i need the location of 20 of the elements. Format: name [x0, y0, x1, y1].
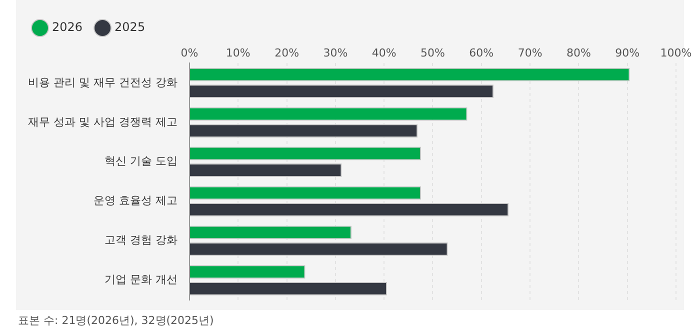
text: 표본 수: 21명(2026년), 32명(2025년) — [18, 313, 214, 328]
y-tick-label: 혁신 기술 도입 — [104, 154, 178, 168]
y-tick-label: 운영 효율성 제고 — [93, 194, 178, 208]
x-tick-label: 60% — [469, 46, 494, 60]
x-tick-label: 10% — [226, 46, 250, 60]
x-tick-label: 20% — [274, 46, 300, 60]
x-tick-label: 40% — [372, 46, 396, 60]
x-tick-label: 70% — [518, 46, 542, 60]
x-tick-label: 80% — [566, 46, 591, 60]
x-tick-label: 0% — [180, 46, 198, 60]
x-tick-label: 30% — [323, 46, 348, 60]
legend-label: 2026 — [52, 20, 83, 34]
x-tick-label: 100% — [660, 46, 692, 60]
y-tick-label: 고객 경험 강화 — [104, 234, 178, 247]
y-tick-label: 기업 문화 개선 — [104, 273, 178, 286]
x-tick-label: 50% — [420, 46, 445, 60]
legend-label: 2025 — [114, 20, 146, 34]
x-tick-label: 90% — [615, 46, 640, 60]
y-tick-label: 재무 성과 및 사업 경쟁력 제고 — [28, 115, 178, 128]
y-tick-label: 비용 관리 및 재무 건전성 강화 — [28, 76, 178, 89]
